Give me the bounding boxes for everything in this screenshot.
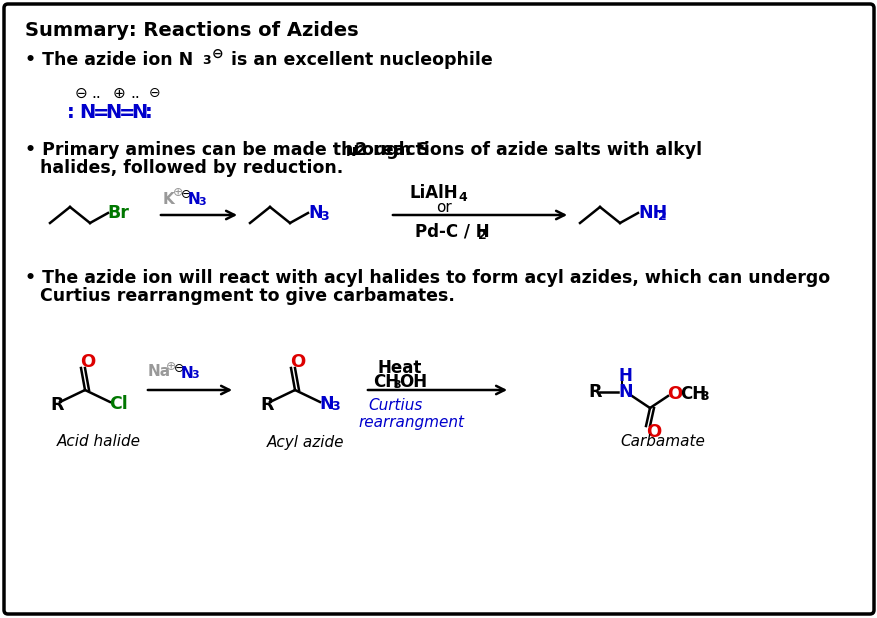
Text: Curtius: Curtius: [367, 399, 422, 413]
Text: 3: 3: [198, 197, 205, 207]
Text: CH: CH: [373, 373, 399, 391]
Text: 3: 3: [191, 370, 198, 380]
Text: N: N: [181, 365, 194, 381]
Text: Carbamate: Carbamate: [619, 434, 704, 449]
Text: N: N: [79, 103, 95, 122]
Text: • The azide ion N: • The azide ion N: [25, 51, 193, 69]
Text: O: O: [645, 423, 660, 441]
Text: :: :: [67, 103, 75, 122]
Text: ⊕: ⊕: [166, 360, 176, 373]
Text: 3: 3: [202, 54, 210, 67]
Text: N: N: [346, 145, 356, 158]
Text: O: O: [667, 385, 681, 403]
Text: ..: ..: [91, 85, 101, 101]
Text: R: R: [588, 383, 601, 401]
Text: ⊕: ⊕: [173, 187, 183, 200]
Text: CH: CH: [679, 385, 705, 403]
Text: LiAlH: LiAlH: [410, 184, 458, 202]
Text: 3: 3: [331, 400, 339, 413]
Text: Summary: Reactions of Azides: Summary: Reactions of Azides: [25, 20, 358, 40]
Text: 2 reactions of azide salts with alkyl: 2 reactions of azide salts with alkyl: [354, 141, 702, 159]
Text: 3: 3: [319, 211, 328, 224]
Text: Heat: Heat: [378, 359, 422, 377]
Text: Br: Br: [107, 204, 129, 222]
Text: • Primary amines can be made through S: • Primary amines can be made through S: [25, 141, 429, 159]
Text: K: K: [163, 192, 175, 206]
Text: ⊖: ⊖: [211, 47, 224, 61]
Text: N: N: [105, 103, 121, 122]
Text: N: N: [308, 204, 322, 222]
Text: 4: 4: [458, 191, 467, 204]
Text: rearrangment: rearrangment: [358, 415, 463, 430]
Text: N: N: [131, 103, 147, 122]
Text: Cl: Cl: [109, 395, 128, 413]
Text: 3: 3: [393, 380, 400, 390]
Text: 2: 2: [657, 211, 666, 224]
Text: ⊖: ⊖: [181, 188, 191, 201]
Text: ⊕: ⊕: [113, 85, 125, 101]
FancyBboxPatch shape: [4, 4, 873, 614]
Text: =: =: [93, 103, 110, 122]
Text: O: O: [80, 353, 95, 371]
Text: ..: ..: [130, 85, 139, 101]
Text: halides, followed by reduction.: halides, followed by reduction.: [40, 159, 343, 177]
Text: Curtius rearrangment to give carbamates.: Curtius rearrangment to give carbamates.: [40, 287, 454, 305]
Text: :: :: [145, 103, 153, 122]
Text: N: N: [318, 395, 333, 413]
Text: Na: Na: [148, 365, 171, 379]
Text: NH: NH: [638, 204, 667, 222]
Text: N: N: [617, 383, 632, 401]
Text: 2: 2: [477, 229, 486, 242]
Text: ⊖: ⊖: [149, 86, 160, 100]
Text: ⊖: ⊖: [75, 85, 88, 101]
Text: or: or: [436, 200, 452, 214]
Text: Acid halide: Acid halide: [57, 434, 141, 449]
Text: • The azide ion will react with acyl halides to form acyl azides, which can unde: • The azide ion will react with acyl hal…: [25, 269, 829, 287]
Text: ⊖: ⊖: [174, 363, 184, 376]
Text: is an excellent nucleophile: is an excellent nucleophile: [225, 51, 492, 69]
Text: O: O: [289, 353, 305, 371]
Text: N: N: [188, 192, 201, 206]
Text: R: R: [260, 396, 274, 414]
Text: 3: 3: [699, 389, 708, 402]
Text: Pd-C / H: Pd-C / H: [415, 222, 489, 240]
Text: =: =: [119, 103, 135, 122]
Text: OH: OH: [398, 373, 426, 391]
Text: H: H: [618, 367, 632, 385]
Text: Acyl azide: Acyl azide: [267, 434, 344, 449]
Text: R: R: [50, 396, 63, 414]
